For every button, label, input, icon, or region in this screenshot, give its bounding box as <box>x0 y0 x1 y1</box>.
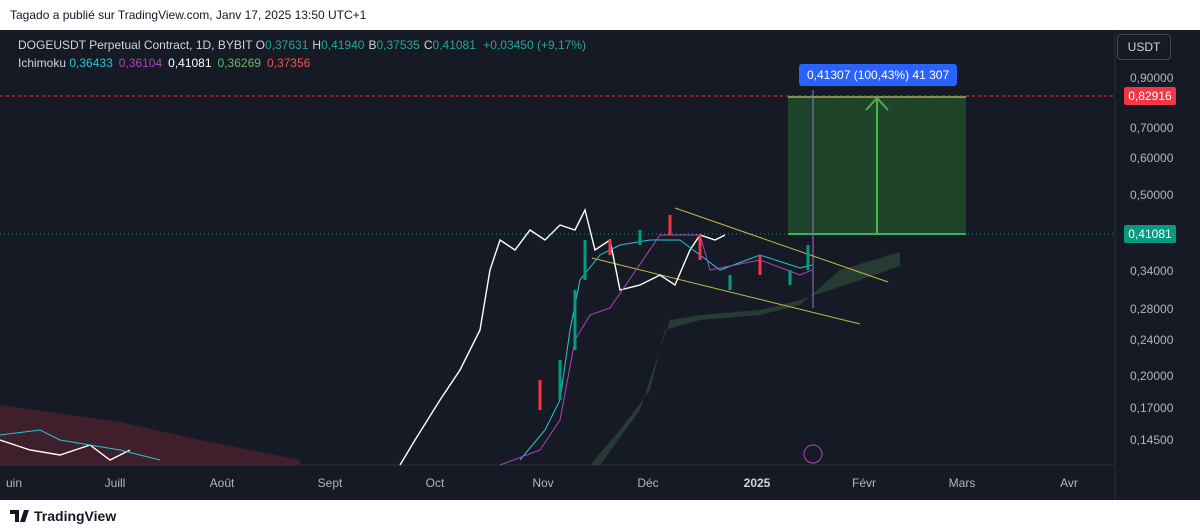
cloud <box>0 405 300 465</box>
price-tick-label: 0,70000 <box>1130 121 1174 135</box>
ohlc: O0,37631 H0,41940 B0,37535 C0,41081 <box>256 38 480 52</box>
indicator-values: 0,36433 0,36104 0,41081 0,36269 0,37356 <box>69 56 316 70</box>
logo <box>10 510 29 522</box>
ohlc-label: B <box>368 38 377 52</box>
lagging-span <box>399 207 726 466</box>
measure-arrow-head <box>865 96 889 111</box>
brand: TradingView <box>34 508 117 524</box>
indicator-value: 0,36433 <box>69 56 113 70</box>
currency-button[interactable]: USDT <box>1117 34 1171 60</box>
time-tick-label: Avr <box>1060 476 1078 490</box>
time-tick-label: 2025 <box>743 476 771 490</box>
published-text: Tagado a publié sur TradingView.com, Jan… <box>10 8 367 22</box>
time-tick-label: Déc <box>637 476 659 490</box>
conversion-line <box>0 429 161 461</box>
ohlc-value: 0,37631 <box>265 38 309 52</box>
target-badge: 0,82916 <box>1124 87 1176 105</box>
ohlc-value: 0,41081 <box>432 38 476 52</box>
ohlc-value: 0,41940 <box>321 38 365 52</box>
publish-bar: Tagado a publié sur TradingView.com, Jan… <box>0 0 1200 30</box>
ohlc-value: 0,37535 <box>376 38 420 52</box>
base-line <box>499 234 813 466</box>
conversion-line <box>519 239 813 461</box>
price-tick-label: 0,14500 <box>1130 433 1174 447</box>
price-tick-label: 0,24000 <box>1130 333 1174 347</box>
indicator-value: 0,41081 <box>168 56 212 70</box>
current-badge: 0,41081 <box>1124 225 1176 243</box>
cloud <box>590 252 900 465</box>
time-tick-label: Nov <box>532 476 554 490</box>
time-tick-label: Oct <box>425 476 445 490</box>
indicator-name: Ichimoku <box>18 56 67 70</box>
price-tick-label: 0,90000 <box>1130 71 1174 85</box>
time-tick-label: uin <box>5 476 23 490</box>
price-tick-label: 0,60000 <box>1130 151 1174 165</box>
time-tick-label: Sept <box>317 476 343 490</box>
legend-row: Ichimoku 0,36433 0,36104 0,41081 0,36269 0,3… <box>18 54 590 72</box>
price-tick-label: 0,20000 <box>1130 369 1174 383</box>
price-tick-label: 0,50000 <box>1130 188 1174 202</box>
ohlc-label: C <box>423 38 433 52</box>
price-tick-label: 0,34000 <box>1130 264 1174 278</box>
indicator-value: 0,36269 <box>217 56 261 70</box>
event-icon[interactable] <box>803 444 823 464</box>
legend: DOGEUSDT Perpetual Contract, 1D, BYBIT O… <box>18 36 590 72</box>
price-tick-label: 0,17000 <box>1130 401 1174 415</box>
change: +0,03450 (+9,17%) <box>483 38 587 52</box>
lagging-span <box>0 439 131 461</box>
chart-pane: DOGEUSDT Perpetual Contract, 1D, BYBIT O… <box>0 30 1200 500</box>
ohlc-label: H <box>312 38 322 52</box>
measure-label: 0,41307 (100,43%) 41 307 <box>799 64 958 86</box>
price-tick-label: 0,28000 <box>1130 302 1174 316</box>
symbol: DOGEUSDT Perpetual Contract, 1D, BYBIT <box>18 38 253 52</box>
indicator-value: 0,37356 <box>266 56 311 70</box>
time-tick-label: Févr <box>852 476 876 490</box>
footer: TradingView <box>0 500 1200 532</box>
time-tick-label: Juill <box>104 476 126 490</box>
time-tick-label: Mars <box>948 476 976 490</box>
indicator-value: 0,36104 <box>118 56 163 70</box>
candles <box>538 215 810 410</box>
legend-row: DOGEUSDT Perpetual Contract, 1D, BYBIT O… <box>18 36 590 54</box>
time-tick-label: Août <box>209 476 235 490</box>
chart-drawing <box>0 30 1116 500</box>
trend-line <box>674 207 889 283</box>
ohlc-label: O <box>255 38 265 52</box>
